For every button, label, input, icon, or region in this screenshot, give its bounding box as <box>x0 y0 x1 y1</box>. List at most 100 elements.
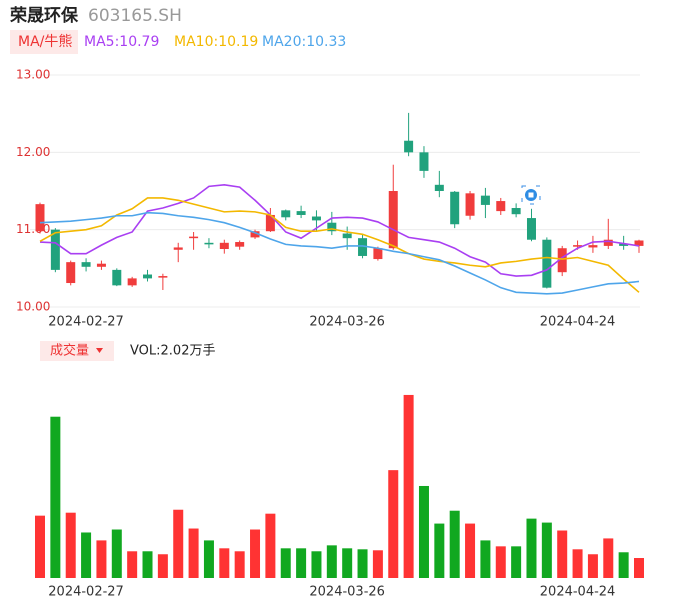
candle-body <box>434 184 444 191</box>
volume-bar <box>96 540 107 578</box>
volume-bar <box>603 538 614 578</box>
x-tick-label: 2024-04-24 <box>540 315 616 330</box>
dropdown-arrow[interactable] <box>96 348 103 353</box>
candle-body <box>404 140 414 153</box>
x-tick-label: 2024-03-26 <box>309 585 385 600</box>
volume-bar <box>280 548 291 578</box>
volume-bar <box>418 485 429 578</box>
ma-button[interactable]: MA/牛熊 <box>18 34 72 50</box>
ma-line <box>39 211 640 295</box>
x-tick-label: 2024-02-27 <box>48 315 124 330</box>
candle-body <box>250 231 260 238</box>
candle-body <box>158 276 168 278</box>
ma-line <box>39 197 640 293</box>
volume-bar <box>111 529 122 578</box>
volume-bar <box>250 529 261 578</box>
x-tick-label: 2024-02-27 <box>48 585 124 600</box>
candle-body <box>373 248 383 260</box>
volume-bar <box>342 548 353 578</box>
candle-body <box>634 240 644 246</box>
candle-body <box>557 248 567 273</box>
y-tick-label: 13.00 <box>16 68 50 82</box>
ma-line <box>39 184 640 277</box>
candle-body <box>204 242 214 245</box>
volume-bar <box>65 512 76 578</box>
candle-body <box>143 274 153 279</box>
candle-body <box>542 239 552 288</box>
volume-bar <box>265 513 276 578</box>
volume-bar <box>495 546 506 578</box>
candle-body <box>342 233 352 239</box>
volume-bar <box>557 530 568 578</box>
candle-body <box>603 239 613 246</box>
volume-bar <box>311 551 322 578</box>
candle-body <box>66 262 76 284</box>
volume-bar <box>480 540 491 578</box>
candle-body <box>480 195 490 205</box>
candle-body <box>619 243 629 246</box>
stock-code: 603165.SH <box>88 6 182 26</box>
candle-body <box>265 214 275 232</box>
candle-body <box>526 218 536 240</box>
volume-bar <box>35 515 45 578</box>
volume-bar <box>219 548 230 578</box>
volume-bar <box>127 551 138 578</box>
volume-bar <box>296 548 307 578</box>
volume-bar <box>526 518 537 578</box>
candle-body <box>311 216 321 221</box>
vol-button[interactable]: 成交量 <box>50 343 89 359</box>
candle-body <box>281 210 291 218</box>
candle-body <box>50 229 60 270</box>
candle-body <box>496 201 506 212</box>
candle-body <box>573 245 583 247</box>
candle-body <box>127 278 137 286</box>
volume-bar <box>81 532 92 578</box>
volume-bar <box>234 551 245 578</box>
candle-body <box>189 236 199 239</box>
volume-bar <box>618 552 629 578</box>
x-tick-label: 2024-03-26 <box>309 315 385 330</box>
candle-body <box>388 191 398 249</box>
volume-bar <box>403 394 414 578</box>
legend-entry: MA20:10.33 <box>262 34 346 50</box>
volume-bar <box>465 523 476 578</box>
vol-button-bg[interactable] <box>40 341 114 361</box>
y-tick-label: 12.00 <box>16 145 50 159</box>
volume-bar <box>372 550 383 578</box>
volume-bar <box>142 551 153 578</box>
candle-body <box>96 263 106 267</box>
volume-bar <box>357 549 368 578</box>
y-tick-label: 10.00 <box>16 300 50 314</box>
stock-name: 荣晟环保 <box>9 5 79 26</box>
candle-body <box>327 222 337 232</box>
candle-body <box>296 211 306 215</box>
candle-body <box>235 242 245 247</box>
candle-body <box>358 238 368 256</box>
volume-bar <box>511 546 522 578</box>
volume-bar <box>449 510 460 578</box>
y-tick-label: 11.00 <box>16 222 50 236</box>
legend-entry: MA10:10.19 <box>174 34 258 50</box>
candle-body <box>588 245 598 248</box>
candle-body <box>465 193 475 216</box>
candle-body <box>173 247 183 250</box>
volume-bar <box>50 416 61 578</box>
candle-body <box>35 204 45 232</box>
volume-bar <box>587 554 598 578</box>
volume-bar <box>203 540 214 578</box>
candle-body <box>511 208 521 215</box>
candle-body <box>419 152 429 171</box>
legend-entry: MA5:10.79 <box>84 34 159 50</box>
volume-bar <box>157 554 168 578</box>
ma-button-bg[interactable] <box>10 30 78 54</box>
vol-label: VOL:2.02万手 <box>130 344 215 359</box>
candle-body <box>81 262 91 267</box>
volume-bar <box>572 549 583 578</box>
candle-body <box>219 242 229 249</box>
volume-bar <box>173 509 184 578</box>
candle-body <box>112 269 122 286</box>
volume-bar <box>634 558 644 578</box>
volume-bar <box>388 470 399 578</box>
x-tick-label: 2024-04-24 <box>540 585 616 600</box>
